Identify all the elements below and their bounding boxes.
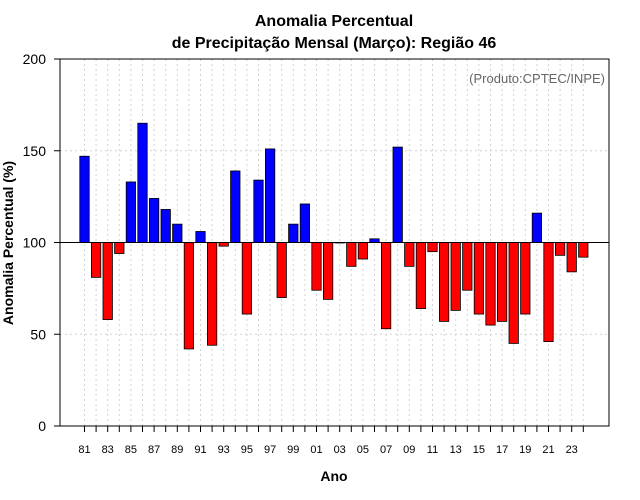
y-tick-label: 100 [23, 235, 47, 251]
bar-1988 [160, 209, 171, 243]
bar-1993 [218, 242, 229, 247]
bar-1984 [114, 242, 125, 254]
x-tick-label: 01 [310, 444, 322, 456]
bar-1983 [102, 242, 113, 320]
x-axis: 81 83 85 87 89 91 93 95 97 99 01 03 05 07 09 11 13 15 17 19… [78, 426, 584, 456]
bar-1996 [253, 179, 264, 243]
bar-1985 [125, 181, 136, 243]
bar-2001 [311, 242, 322, 291]
bar-2020 [531, 212, 543, 243]
bar-1995 [241, 242, 252, 315]
bar-2012 [438, 242, 450, 322]
x-tick-label: 93 [218, 444, 230, 456]
bar-2018 [508, 242, 519, 344]
x-tick-label: 97 [264, 444, 276, 456]
x-tick-label: 87 [148, 444, 160, 456]
chart-title-line2: de Precipitação Mensal (Março): Região 4… [172, 35, 497, 52]
bar-2000 [299, 203, 311, 243]
bar-1981 [79, 155, 90, 243]
bar-2015 [473, 242, 485, 315]
x-tick-label: 11 [427, 444, 438, 456]
x-tick-label: 95 [241, 444, 253, 456]
bar-2010 [415, 242, 427, 309]
x-tick-label: 15 [473, 444, 485, 456]
bar-2011 [427, 242, 438, 253]
y-axis: 0 50 100 150 200 [23, 51, 60, 434]
y-tick-label: 150 [23, 143, 47, 159]
bar-2008 [392, 146, 403, 243]
x-tick-label: 13 [450, 444, 462, 456]
bar-1989 [172, 223, 183, 243]
bar-2019 [520, 242, 531, 315]
x-tick-label: 23 [566, 444, 578, 456]
x-tick-label: 03 [334, 444, 346, 456]
x-tick-label: 21 [542, 444, 554, 456]
bar-1982 [91, 242, 102, 278]
bar-2007 [380, 242, 392, 330]
x-tick-label: 81 [78, 444, 90, 456]
grid [60, 59, 609, 426]
credit-label: (Produto:CPTEC/INPE) [469, 71, 605, 86]
bar-2002 [322, 242, 334, 300]
x-tick-label: 19 [519, 444, 531, 456]
bar-2021 [543, 242, 554, 342]
bar-2004 [346, 242, 357, 267]
bar-1994 [230, 170, 241, 243]
x-tick-label: 99 [287, 444, 299, 456]
bar-1997 [264, 148, 276, 243]
chart-title-line1: Anomalia Percentual [255, 13, 413, 30]
bar-1991 [195, 231, 206, 243]
bar-2009 [404, 242, 415, 267]
bar-1986 [137, 122, 148, 243]
bar-2014 [462, 242, 473, 291]
x-tick-label: 83 [102, 444, 114, 456]
y-tick-label: 200 [23, 51, 47, 67]
x-tick-label: 07 [380, 444, 392, 456]
bar-1998 [276, 242, 287, 298]
bars [79, 122, 589, 350]
x-tick-label: 89 [171, 444, 183, 456]
bar-1990 [183, 242, 194, 350]
x-tick-label: 05 [357, 444, 369, 456]
x-tick-label: 17 [496, 444, 508, 456]
bar-1987 [148, 198, 160, 243]
bar-2016 [485, 242, 496, 326]
bar-2024 [578, 242, 589, 258]
bar-2006 [369, 238, 380, 243]
bar-1999 [288, 223, 299, 243]
x-tick-label: 09 [403, 444, 415, 456]
y-tick-label: 0 [38, 418, 46, 434]
bar-2023 [566, 242, 577, 273]
x-tick-label: 91 [194, 444, 206, 456]
y-tick-label: 50 [30, 326, 46, 342]
bar-2022 [555, 242, 566, 256]
x-tick-label: 85 [125, 444, 137, 456]
bar-1992 [206, 242, 218, 346]
y-axis-title: Anomalia Percentual (%) [0, 161, 16, 325]
bar-2013 [450, 242, 461, 311]
bar-2005 [357, 242, 369, 260]
x-axis-title: Ano [320, 468, 347, 484]
bar-2017 [496, 242, 508, 322]
